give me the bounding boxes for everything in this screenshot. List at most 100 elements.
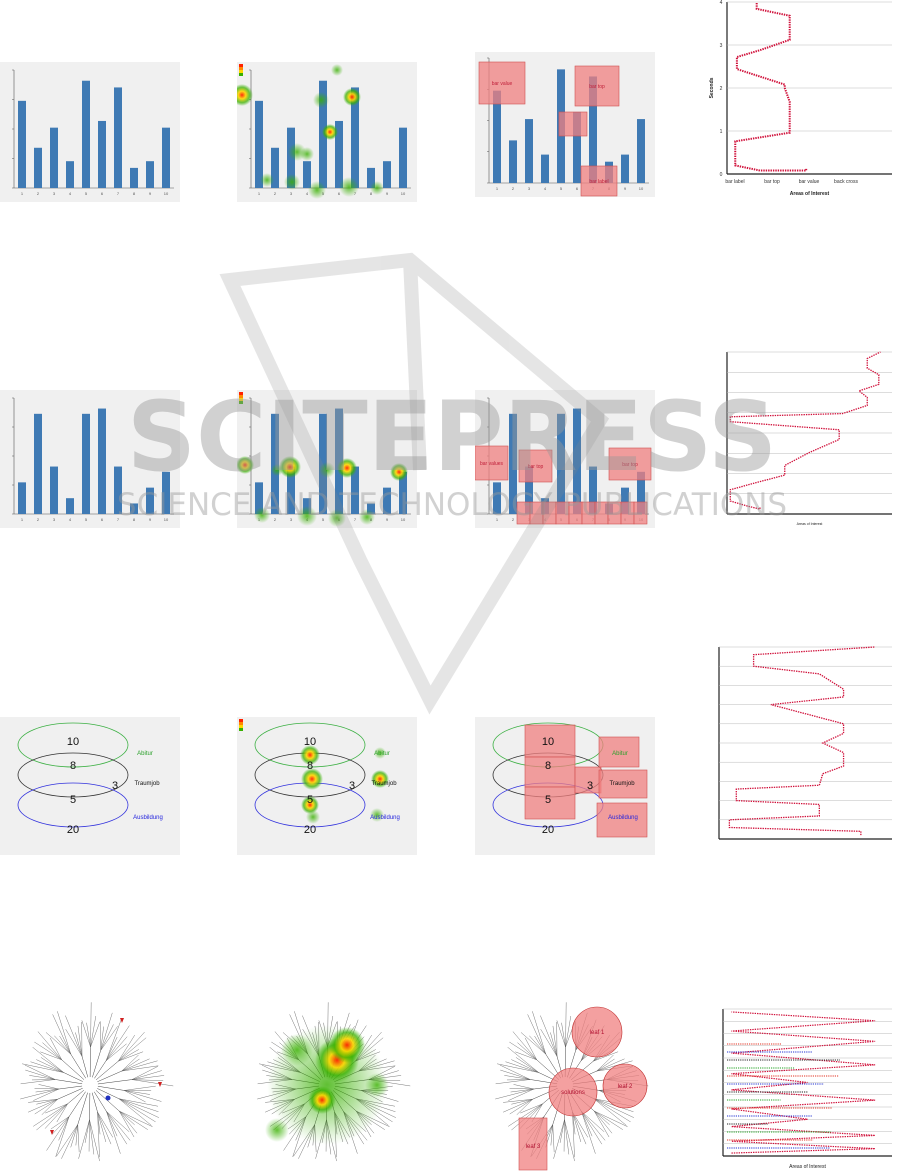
tree-leaf-edge <box>65 1016 82 1057</box>
tree-leaf-edge <box>30 1062 63 1073</box>
tick-label: 5 <box>85 517 88 522</box>
tree-leaf-edge <box>78 1125 79 1153</box>
y-tick-label: 3 <box>720 43 723 49</box>
tree-leaf-edge <box>56 1125 77 1157</box>
tree-leaf-edge <box>562 1023 566 1047</box>
scanpath-chart-3 <box>705 643 900 855</box>
bar <box>399 128 407 188</box>
tree-leaf-edge <box>122 1059 140 1071</box>
bar <box>573 409 581 514</box>
scanpath-line <box>729 647 874 835</box>
heat-legend-swatch <box>239 401 243 404</box>
tree-branch <box>98 1080 132 1084</box>
heat-legend-swatch <box>239 70 243 73</box>
tree-leaf-edge <box>554 1120 565 1159</box>
tick-label: 10 <box>164 517 169 522</box>
heatmap-tree <box>237 990 417 1172</box>
venn-set-label: Traumjob <box>609 781 635 787</box>
aoi-label: bar top <box>589 84 605 90</box>
bar <box>50 467 58 514</box>
tree-leaf-edge <box>61 1125 77 1159</box>
tree-leaf-edge <box>565 1120 569 1155</box>
marker-icon <box>158 1082 162 1087</box>
tree-branch <box>94 1061 106 1079</box>
tree-branch <box>98 1086 124 1090</box>
tree-leaf-edge <box>28 1099 57 1112</box>
tree-leaf-edge <box>57 1104 68 1122</box>
tree-leaf-edge <box>21 1079 55 1083</box>
tick-label: 4 <box>69 517 72 522</box>
tick-label: 9 <box>386 191 389 196</box>
tick-label: 1 <box>21 517 24 522</box>
venn-set-label: Abitur <box>612 751 628 757</box>
tick-label: 3 <box>290 191 293 196</box>
tick-label: 2 <box>37 191 40 196</box>
heat-spot <box>365 1073 389 1097</box>
heat-spot <box>308 1086 336 1114</box>
watermark-subtitle: SCIENCE AND TECHNOLOGY PUBLICATIONS <box>117 487 787 523</box>
bar <box>98 409 106 514</box>
tree-leaf-edge <box>42 1099 58 1115</box>
venn-number: 10 <box>304 736 316 748</box>
tick-label: 2 <box>512 186 515 191</box>
tree-leaf-edge <box>124 1086 155 1090</box>
tree-leaf-edge <box>594 1111 609 1125</box>
tree-branch <box>55 1079 82 1083</box>
bar <box>255 101 263 188</box>
bar <box>146 161 154 188</box>
aoi-box <box>569 502 582 524</box>
venn-number: 8 <box>307 760 313 772</box>
bar <box>271 414 279 514</box>
marker-icon <box>50 1130 54 1135</box>
tree-leaf-edge <box>511 1099 532 1104</box>
heat-spot <box>313 92 329 108</box>
tree-leaf-edge <box>505 1062 538 1073</box>
aoi-bar-chart-1: 12345678910bar valuebar topbar label <box>475 52 655 197</box>
heat-spot <box>331 64 343 76</box>
aoi-label: bar values <box>480 461 504 467</box>
tree-leaf-edge <box>46 1032 71 1054</box>
tree-leaf-edge <box>557 1020 566 1047</box>
venn-number: 10 <box>542 736 554 748</box>
x-tick-label: bar label <box>725 179 744 185</box>
tick-label: 8 <box>133 191 136 196</box>
tree-leaf-edge <box>594 1111 627 1127</box>
heat-legend-swatch <box>239 64 243 67</box>
aoi-box <box>608 502 621 524</box>
marker-dot <box>106 1096 111 1101</box>
tree-leaf-edge <box>540 1016 557 1057</box>
tick-label: 7 <box>117 517 120 522</box>
heat-spot <box>329 1027 365 1063</box>
bar <box>130 503 138 514</box>
heat-legend-swatch <box>239 395 243 398</box>
tree-leaf-edge <box>566 1002 567 1047</box>
marker-icon <box>120 1018 124 1023</box>
tick-label: 3 <box>528 186 531 191</box>
venn-number: 20 <box>542 824 554 836</box>
bar-chart-2: 1 2 3 4 5 6 7 8 9 10 <box>0 390 180 528</box>
tree-leaf-edge <box>118 1049 139 1061</box>
tree-leaf-edge <box>107 1112 127 1145</box>
bar <box>383 161 391 188</box>
tree-leaf-edge <box>566 1016 571 1047</box>
tree-leaf-edge <box>594 1111 612 1133</box>
tree-leaf-edge <box>560 1120 564 1143</box>
aoi-label: leaf 2 <box>618 1084 633 1090</box>
tree-leaf-edge <box>91 1016 96 1047</box>
venn-number: 10 <box>67 736 79 748</box>
tree-leaf-edge <box>550 1032 557 1056</box>
tree-leaf-edge <box>118 1052 143 1061</box>
bar <box>146 488 154 514</box>
tick-label: 3 <box>53 191 56 196</box>
tree-leaf-edge <box>101 1013 113 1051</box>
venn-set-label: Traumjob <box>134 781 160 787</box>
aoi-label: bar top <box>528 464 544 470</box>
tree-leaf-edge <box>56 1117 69 1157</box>
tree-leaf-edge <box>124 1090 161 1101</box>
tick-label: 6 <box>101 517 104 522</box>
venn-number: 3 <box>587 780 593 792</box>
heat-spot <box>279 456 301 478</box>
tick-label: 10 <box>401 517 406 522</box>
bar <box>82 81 90 188</box>
tree-leaf-edge <box>54 1036 70 1054</box>
